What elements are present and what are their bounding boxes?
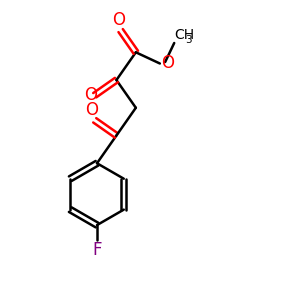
Text: O: O bbox=[161, 55, 174, 73]
Text: O: O bbox=[85, 101, 98, 119]
Text: O: O bbox=[112, 11, 125, 29]
Text: F: F bbox=[92, 241, 102, 259]
Text: 3: 3 bbox=[185, 35, 192, 45]
Text: CH: CH bbox=[174, 28, 194, 41]
Text: O: O bbox=[84, 86, 97, 104]
